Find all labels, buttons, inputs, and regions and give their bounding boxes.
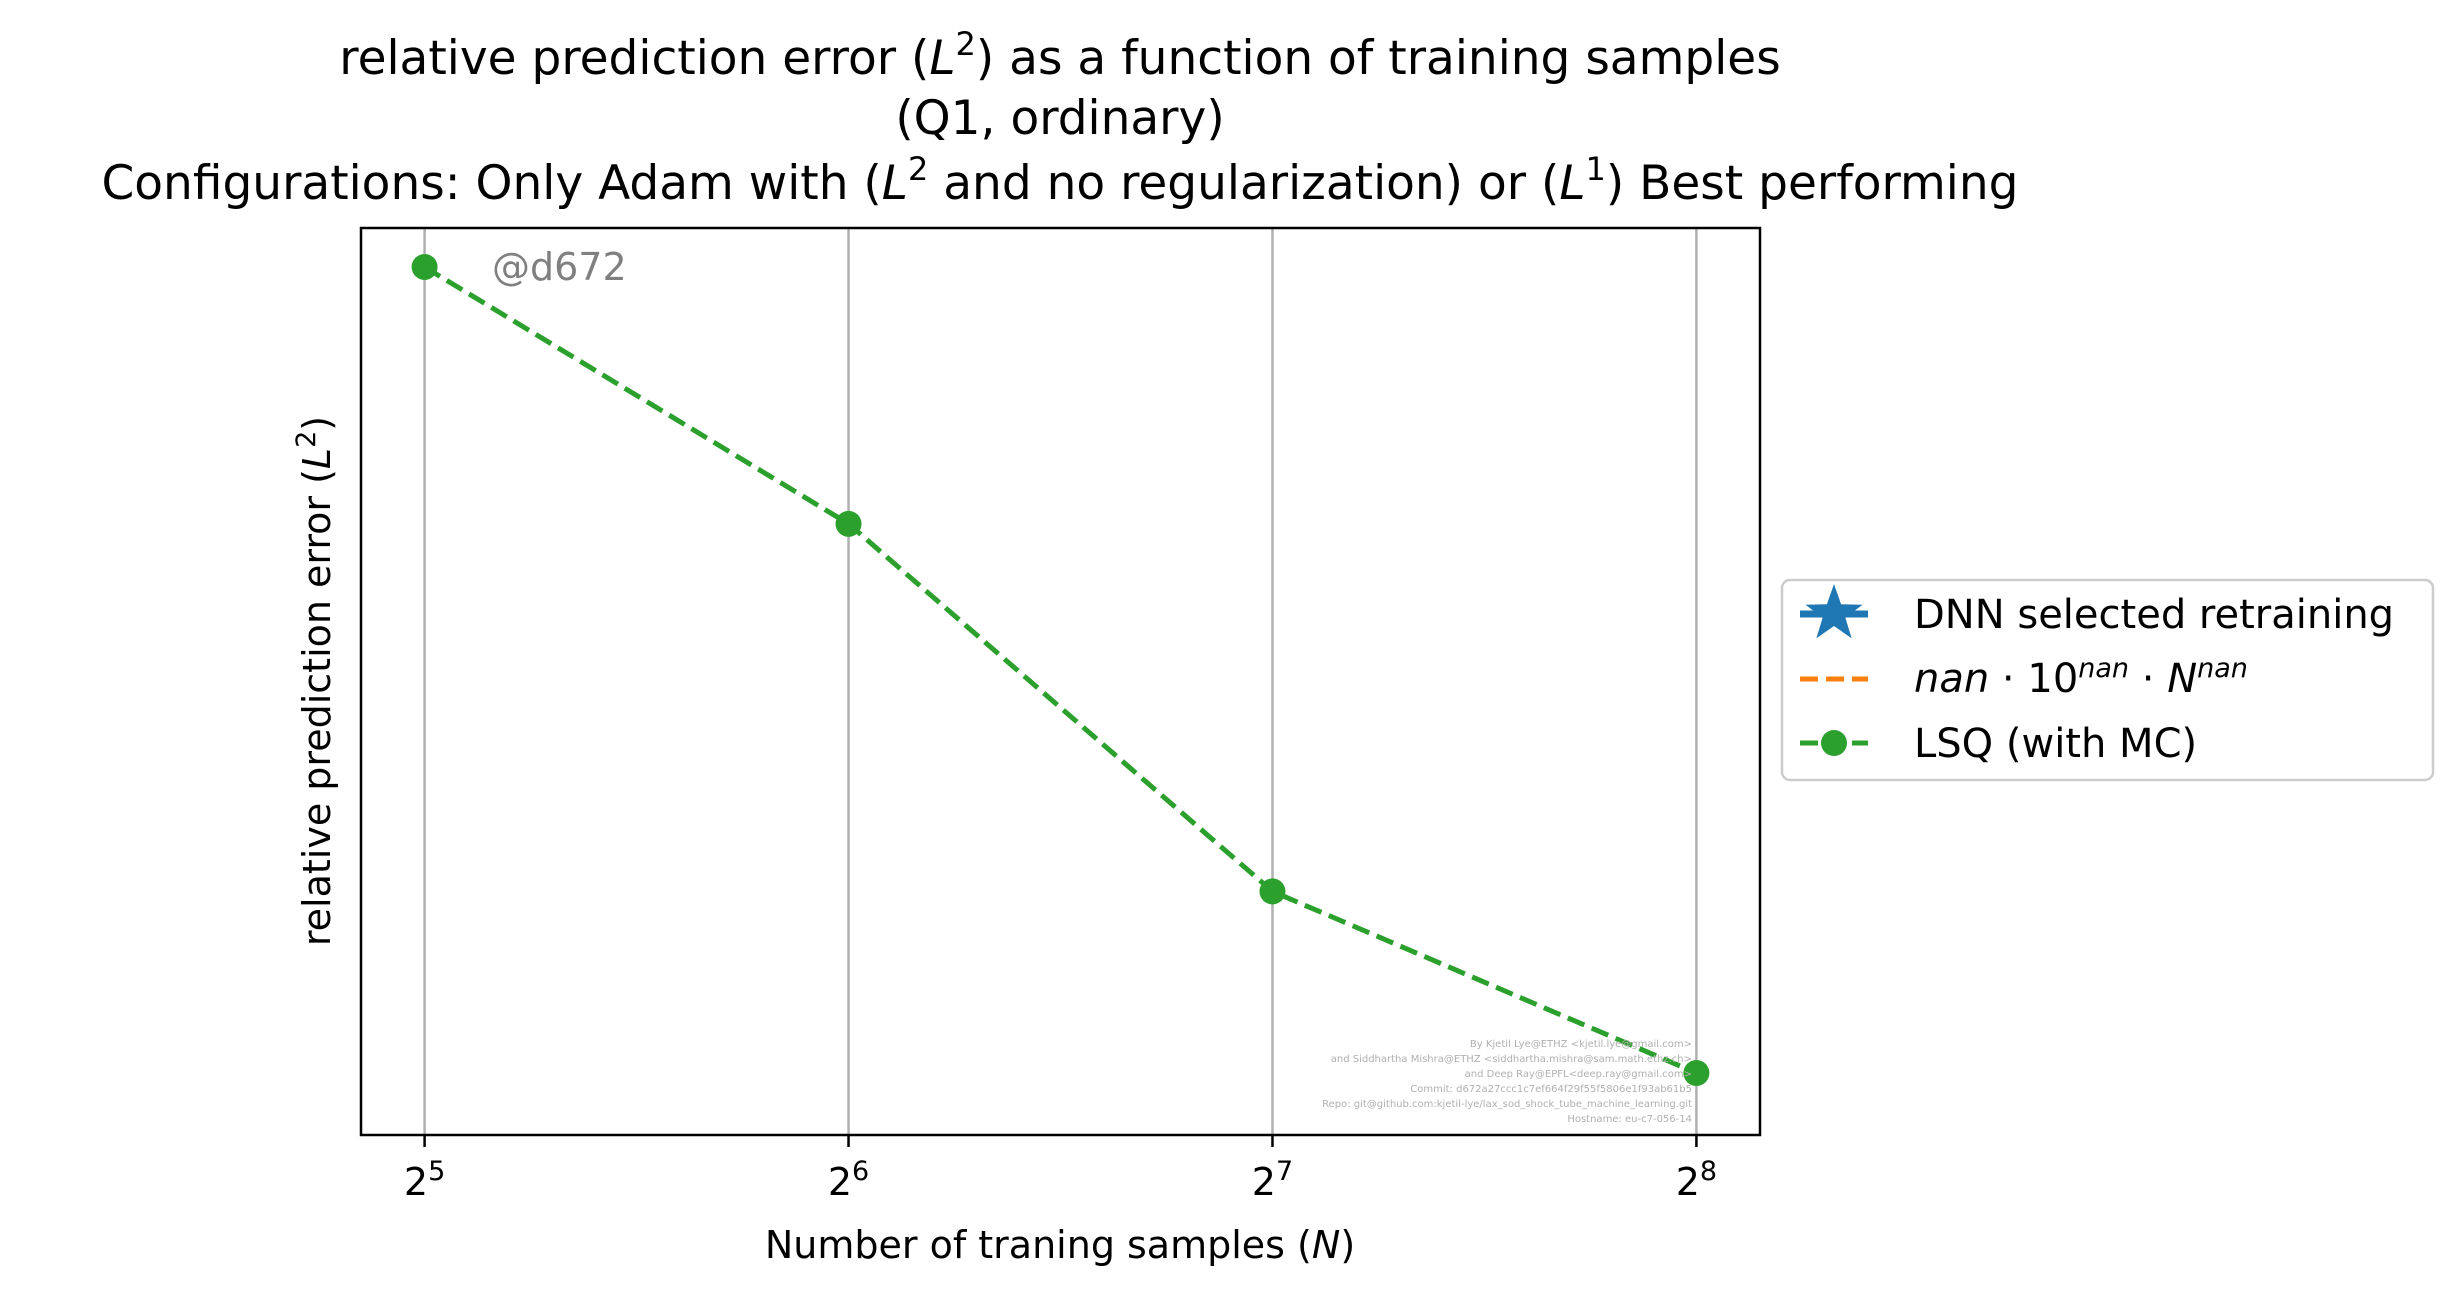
- tick-label-x-0: 25: [404, 1156, 445, 1205]
- annotation-commit: @d672: [492, 245, 627, 289]
- credit-line-4: Repo: git@github.com:kjetil-lye/lax_sod_…: [1322, 1099, 1692, 1110]
- series-layer: [411, 253, 1710, 1086]
- title-line-1: relative prediction error (L2) as a func…: [339, 25, 1780, 86]
- legend-entry-fit: nan · 10nan · Nnan: [1800, 653, 2248, 703]
- data-point-0-0: [411, 253, 438, 280]
- axes-frame: [359, 226, 1762, 1137]
- star-marker-icon: [1805, 584, 1863, 639]
- x-axis-label: Number of traning samples (N): [765, 1223, 1355, 1267]
- legend-label-fit: nan · 10nan · Nnan: [1914, 653, 2248, 703]
- credit-line-1: and Siddhartha Mishra@ETHZ <siddhartha.m…: [1331, 1054, 1692, 1065]
- circle-marker-icon: [1821, 730, 1847, 756]
- data-point-0-3: [1683, 1059, 1710, 1086]
- credit-line-2: and Deep Ray@EPFL<deep.ray@gmail.com>: [1465, 1069, 1692, 1080]
- series-line-0: [423, 264, 1698, 1076]
- data-point-0-1: [835, 510, 862, 537]
- tick-label-x-3: 28: [1676, 1156, 1717, 1205]
- credit-line-0: By Kjetil Lye@ETHZ <kjetil.lye@gmail.com…: [1470, 1039, 1692, 1050]
- legend-label-dnn: DNN selected retraining: [1914, 592, 2394, 638]
- plot-area: 25 26 27 28 @d672 By Kjetil Lye@ETHZ <kjeti…: [359, 226, 1762, 1204]
- credit-line-5: Hostname: eu-c7-056-14: [1567, 1114, 1692, 1125]
- credit-block: By Kjetil Lye@ETHZ <kjetil.lye@gmail.com…: [1322, 1039, 1692, 1125]
- chart-title: relative prediction error (L2) as a func…: [101, 25, 2018, 211]
- legend-entry-lsq: LSQ (with MC): [1800, 721, 2197, 767]
- legend-box: [1780, 578, 2435, 782]
- title-line-2: (Q1, ordinary): [895, 91, 1224, 146]
- y-axis-label: relative prediction error (L2): [291, 416, 340, 946]
- title-line-3: Configurations: Only Adam with (L2 and n…: [101, 150, 2018, 211]
- x-ticks: 25 26 27 28: [404, 1135, 1717, 1204]
- tick-label-x-1: 26: [828, 1156, 869, 1205]
- data-point-0-2: [1259, 878, 1286, 905]
- legend-entry-dnn: DNN selected retraining: [1800, 584, 2394, 639]
- legend-label-lsq: LSQ (with MC): [1914, 721, 2197, 767]
- grid: [423, 228, 1698, 1135]
- tick-label-x-2: 27: [1252, 1156, 1293, 1205]
- legend: DNN selected retraining nan · 10nan · Nn…: [1780, 578, 2435, 782]
- credit-line-3: Commit: d672a27ccc1c7ef664f29f55f5806e1f…: [1410, 1084, 1692, 1095]
